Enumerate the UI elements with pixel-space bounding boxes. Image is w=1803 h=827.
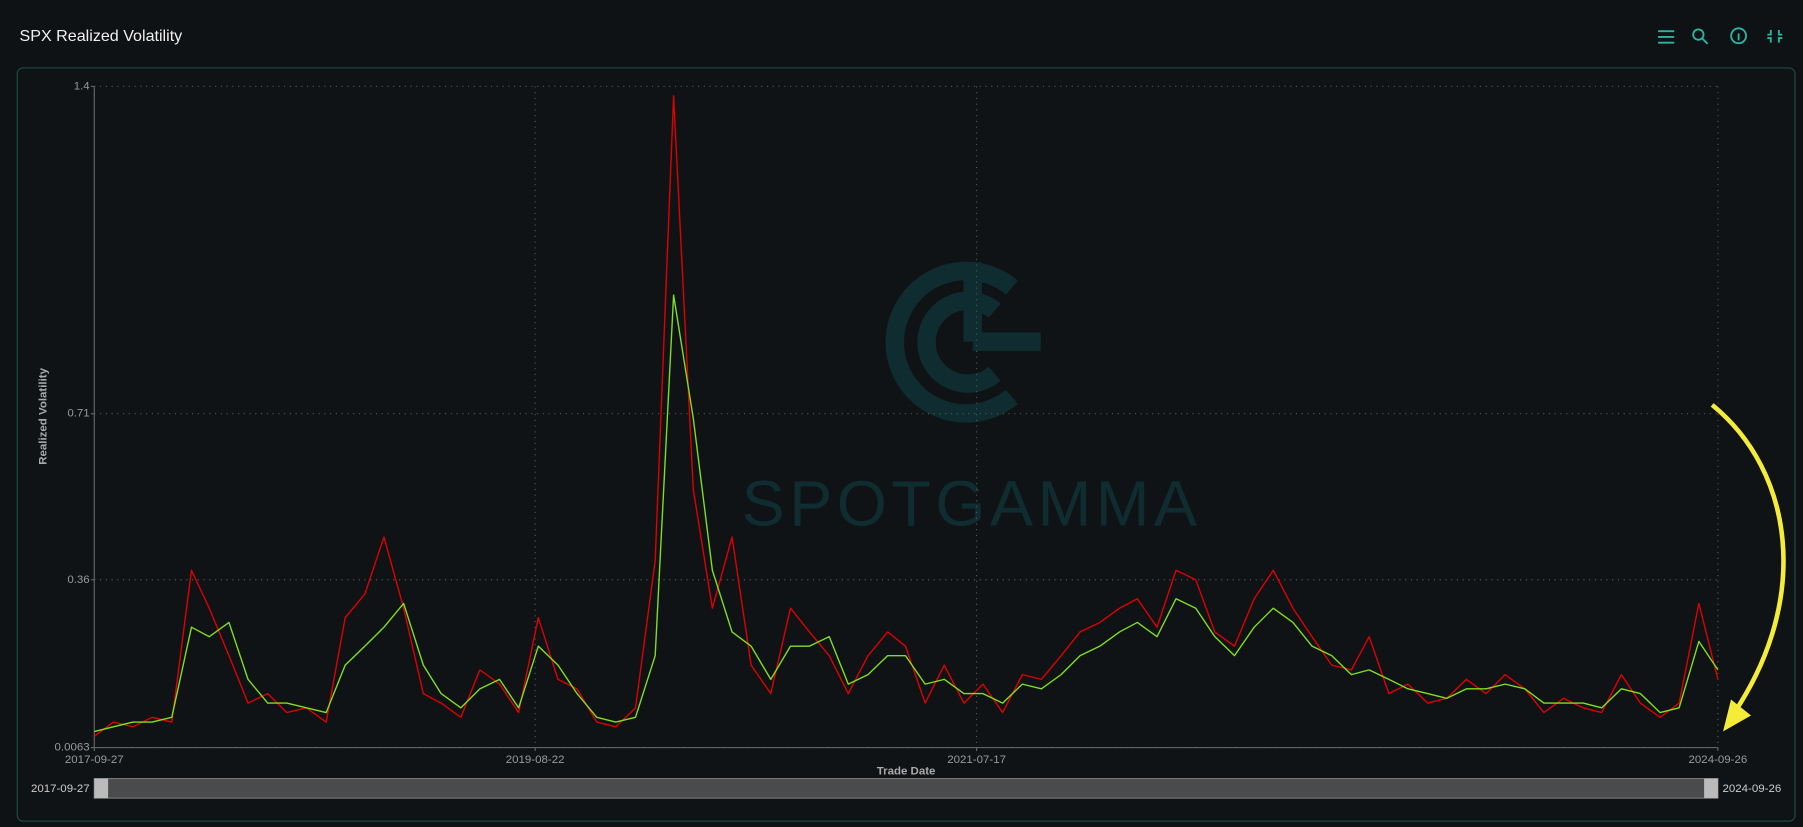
y-tick-label: 0.36	[67, 574, 89, 586]
watermark: SPOTGAMMA	[742, 261, 1202, 539]
zoom-icon[interactable]	[1692, 28, 1709, 45]
slider-handle[interactable]	[94, 778, 109, 799]
settings-icon[interactable]	[1658, 30, 1675, 44]
slider-handle[interactable]	[1704, 778, 1718, 799]
y-tick-label: 0.0063	[55, 742, 90, 754]
info-icon[interactable]	[1730, 27, 1748, 45]
x-tick-label: 2021-07-17	[947, 754, 1006, 766]
y-tick-label: 0.71	[67, 408, 89, 420]
series-line	[94, 294, 1719, 733]
slider-track[interactable]	[93, 778, 1719, 799]
watermark-text: SPOTGAMMA	[742, 467, 1202, 539]
chart-frame	[16, 67, 1796, 822]
y-axis-label: Realized Volatility	[38, 367, 50, 464]
x-tick-label: 2019-08-22	[506, 754, 565, 766]
collapse-icon[interactable]	[1767, 30, 1783, 43]
panel-title: SPX Realized Volatility	[20, 27, 183, 45]
range-slider[interactable]: 2017-09-27 2024-09-26	[31, 778, 1782, 799]
plot-area: 0.0063 0.36 0.71 1.4 2017-09-27 2019-08-22 202…	[55, 80, 1748, 766]
slider-start-label: 2017-09-27	[31, 783, 90, 795]
x-axis-label: Trade Date	[877, 766, 936, 778]
toolbar[interactable]	[1658, 27, 1783, 45]
x-tick-label: 2017-09-27	[65, 754, 124, 766]
x-tick-label: 2024-09-26	[1689, 754, 1748, 766]
slider-end-label: 2024-09-26	[1723, 783, 1782, 795]
y-tick-label: 1.4	[74, 80, 91, 92]
annotation-arrow	[1710, 403, 1786, 732]
